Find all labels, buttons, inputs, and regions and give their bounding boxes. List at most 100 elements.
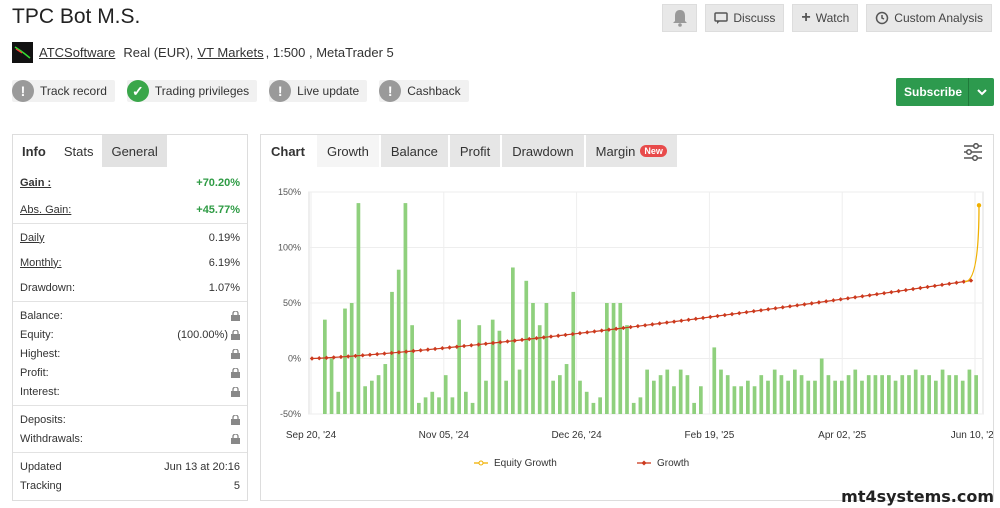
- badge-live-update[interactable]: ! Live update: [269, 80, 368, 102]
- daily-bar: [893, 380, 898, 414]
- daily-bar: [685, 375, 690, 414]
- updated-value: Jun 13 at 20:16: [164, 460, 240, 473]
- x-tick-label: Sep 20, '24: [286, 430, 337, 441]
- x-tick-label: Feb 19, '25: [685, 430, 735, 441]
- badge-track-record[interactable]: ! Track record: [12, 80, 115, 102]
- growth-point: [671, 319, 677, 324]
- daily-bar: [638, 397, 643, 414]
- daily-bar: [665, 369, 670, 414]
- growth-point: [389, 350, 394, 356]
- page-title: TPC Bot M.S.: [12, 5, 141, 28]
- tab-general[interactable]: General: [102, 135, 167, 167]
- growth-point: [852, 295, 858, 300]
- growth-chart[interactable]: 150% 100% 50% 0% -50% Sep 20, '24 Nov 05, '24 D…: [261, 167, 993, 500]
- daily-bar: [967, 369, 972, 414]
- growth-point: [548, 334, 554, 339]
- watch-label: Watch: [815, 11, 850, 25]
- growth-point: [896, 288, 901, 294]
- growth-point: [461, 343, 467, 349]
- tab-margin[interactable]: Margin New: [585, 135, 677, 167]
- deposits-label: Deposits:: [20, 413, 66, 426]
- daily-bar: [403, 203, 408, 414]
- badge-label: Live update: [297, 84, 360, 98]
- daily-bar: [692, 402, 696, 414]
- badge-label: Trading privileges: [154, 84, 250, 98]
- daily-bar: [940, 369, 945, 414]
- broker-link[interactable]: VT Markets: [197, 44, 264, 60]
- daily-label[interactable]: Daily: [20, 231, 45, 244]
- daily-bar: [900, 375, 905, 414]
- growth-point: [780, 305, 785, 310]
- abs-gain-label[interactable]: Abs. Gain:: [20, 203, 72, 216]
- chart-settings-button[interactable]: [963, 142, 983, 166]
- y-tick-label: 100%: [278, 243, 301, 253]
- tab-info[interactable]: Info: [13, 135, 55, 167]
- growth-point: [360, 353, 365, 358]
- growth-point: [382, 351, 387, 356]
- discuss-button[interactable]: Discuss: [705, 4, 785, 32]
- stats-panel: Info Stats General Gain : +70.20% Abs. Ga…: [12, 134, 248, 501]
- daily-bar: [746, 380, 750, 414]
- lock-icon: [231, 310, 240, 321]
- y-tick-label: 150%: [278, 187, 301, 197]
- growth-point: [447, 345, 452, 350]
- daily-bar: [920, 375, 925, 414]
- legend-equity-marker: [478, 460, 484, 466]
- daily-bar: [766, 380, 770, 414]
- chevron-down-icon[interactable]: [968, 78, 994, 106]
- growth-point: [331, 355, 336, 360]
- daily-bar: [517, 369, 522, 414]
- tab-chart[interactable]: Chart: [261, 135, 315, 167]
- legend-growth-marker: [641, 460, 647, 466]
- daily-bar: [631, 402, 636, 414]
- y-tick-label: -50%: [280, 409, 301, 419]
- growth-point: [628, 324, 633, 330]
- growth-point: [374, 351, 380, 357]
- lock-icon: [231, 414, 240, 425]
- highest-label: Highest:: [20, 347, 61, 360]
- legend-growth-label: Growth: [657, 458, 689, 469]
- x-tick-label: Apr 02, '25: [818, 430, 866, 441]
- daily-bar: [658, 375, 663, 414]
- daily-bar: [840, 380, 844, 414]
- growth-point: [541, 335, 546, 340]
- growth-point: [910, 286, 916, 292]
- tab-drawdown[interactable]: Drawdown: [502, 135, 584, 167]
- tab-balance[interactable]: Balance: [380, 135, 448, 167]
- daily-bar: [457, 319, 461, 414]
- watch-button[interactable]: + Watch: [792, 4, 859, 32]
- daily-bar: [490, 319, 495, 414]
- developer-logo-icon: [12, 41, 33, 63]
- growth-point: [346, 354, 351, 359]
- tab-stats[interactable]: Stats: [63, 143, 94, 159]
- balance-label: Balance:: [20, 309, 63, 322]
- daily-bar: [611, 303, 616, 414]
- daily-bar: [383, 364, 388, 414]
- growth-point: [483, 341, 489, 346]
- growth-point: [729, 311, 735, 317]
- daily-bar: [497, 330, 502, 414]
- daily-bar: [625, 325, 629, 414]
- equity-label: Equity:: [20, 328, 54, 341]
- tab-growth[interactable]: Growth: [316, 135, 379, 167]
- chart-tabs: Chart Growth Balance Profit Drawdown Mar…: [261, 135, 993, 167]
- alert-button[interactable]: [662, 4, 698, 32]
- daily-bar: [772, 369, 777, 414]
- daily-bar: [323, 319, 327, 414]
- subscribe-button[interactable]: Subscribe: [896, 78, 994, 106]
- badge-trading-privileges[interactable]: ✓ Trading privileges: [126, 80, 258, 102]
- gain-label[interactable]: Gain :: [20, 176, 52, 189]
- growth-point: [773, 306, 778, 311]
- monthly-label[interactable]: Monthly:: [20, 256, 62, 269]
- gain-value: +70.20%: [196, 176, 240, 189]
- growth-point: [715, 313, 720, 319]
- custom-analysis-button[interactable]: Custom Analysis: [866, 4, 992, 32]
- daily-bar: [329, 358, 334, 414]
- badge-label: Cashback: [407, 84, 461, 98]
- badge-cashback[interactable]: ! Cashback: [379, 80, 469, 102]
- daily-bar: [833, 380, 837, 414]
- growth-point: [606, 327, 612, 332]
- growth-point: [563, 332, 568, 338]
- developer-link[interactable]: ATCSoftware: [39, 44, 116, 60]
- tab-profit[interactable]: Profit: [449, 135, 501, 167]
